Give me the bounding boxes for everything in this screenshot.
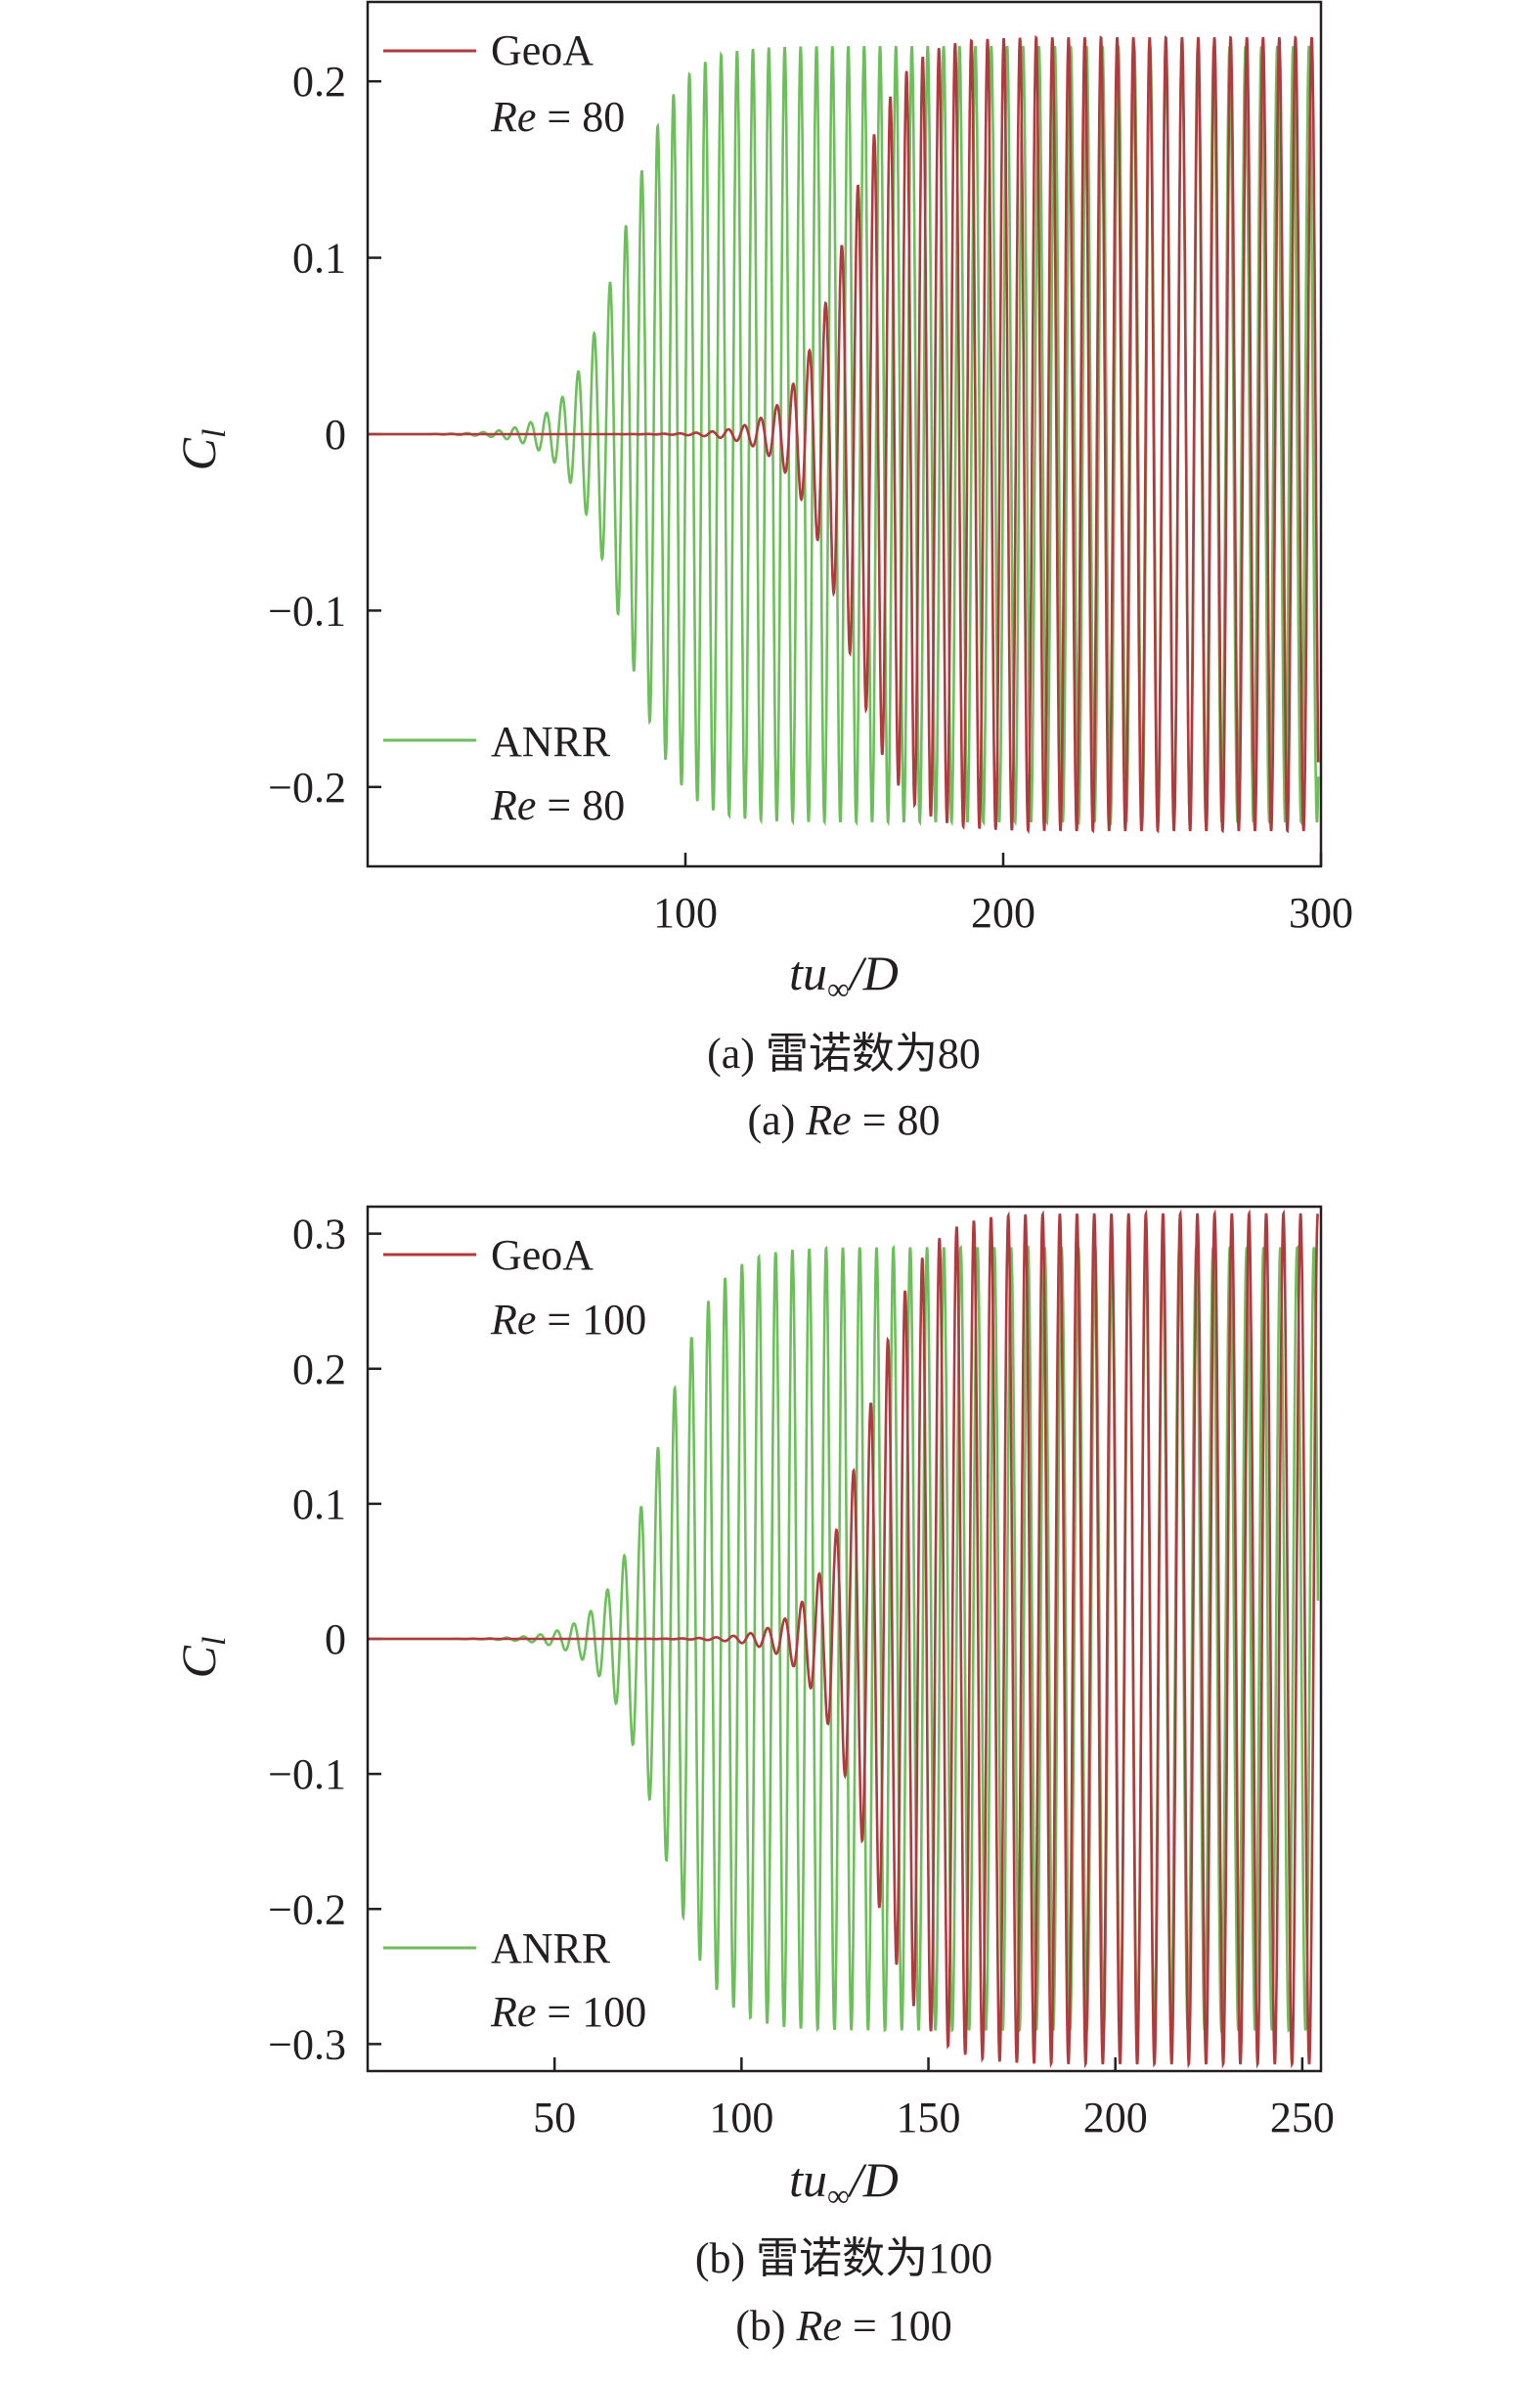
x-tick-label: 200 <box>1083 2094 1148 2141</box>
x-tick-label: 100 <box>653 889 718 937</box>
legend-re-anrr: Re = 80 <box>490 781 625 829</box>
series-lines <box>369 34 1320 835</box>
series-lines <box>369 1209 1320 2069</box>
chart-panel-a: 0.2 0.1 0 −0.1 −0.2 100 200 300 GeoA Re = 80 A… <box>171 0 1353 1144</box>
legend-re-geoa: Re = 100 <box>490 1296 646 1344</box>
y-tick-label: −0.1 <box>268 1750 346 1798</box>
y-tick-label: 0.3 <box>292 1211 346 1258</box>
y-tick-label: 0 <box>325 1615 346 1663</box>
x-tick-label: 150 <box>897 2094 961 2141</box>
x-tick-label: 200 <box>971 889 1035 937</box>
y-ticks: 0.3 0.2 0.1 0 −0.1 −0.2 −0.3 <box>268 1211 381 2068</box>
caption-cn: (a) 雷诺数为80 <box>707 1030 981 1078</box>
y-tick-label: 0 <box>325 411 346 459</box>
legend-re-anrr: Re = 100 <box>490 1988 646 2036</box>
y-axis-title: Cl <box>171 1637 233 1679</box>
x-tick-label: 50 <box>533 2094 576 2141</box>
caption-en: (b) Re = 100 <box>735 2302 952 2350</box>
y-tick-label: −0.2 <box>268 1885 346 1933</box>
y-tick-label: −0.1 <box>268 587 346 635</box>
legend-anrr: ANRR Re = 80 <box>383 718 625 829</box>
x-tick-label: 250 <box>1270 2094 1335 2141</box>
chart-panel-b: 0.3 0.2 0.1 0 −0.1 −0.2 −0.3 50 100 150 200 250 Ge… <box>171 1205 1335 2350</box>
y-tick-label: −0.2 <box>268 764 346 812</box>
x-tick-label: 300 <box>1289 889 1353 937</box>
y-tick-label: 0.2 <box>292 1346 346 1393</box>
legend-anrr: ANRR Re = 100 <box>383 1924 646 2036</box>
legend-label-anrr: ANRR <box>491 718 611 766</box>
y-ticks: 0.2 0.1 0 −0.1 −0.2 <box>268 58 381 812</box>
x-ticks: 100 200 300 <box>653 853 1353 937</box>
x-ticks: 50 100 150 200 250 <box>533 2057 1335 2141</box>
y-axis-title: Cl <box>171 429 233 471</box>
series-line-geoa <box>369 34 1320 835</box>
y-tick-label: 0.1 <box>292 1480 346 1528</box>
legend-label-anrr: ANRR <box>491 1924 611 1972</box>
x-axis-title: tu∞/D <box>789 946 899 1006</box>
x-axis-title: tu∞/D <box>789 2152 899 2213</box>
legend-label-geoa: GeoA <box>491 1231 594 1279</box>
caption-en: (a) Re = 80 <box>747 1096 940 1144</box>
series-line-geoa <box>369 1209 1320 2069</box>
y-tick-label: −0.3 <box>268 2020 346 2068</box>
caption-cn: (b) 雷诺数为100 <box>695 2234 992 2282</box>
x-tick-label: 100 <box>709 2094 773 2141</box>
y-tick-label: 0.2 <box>292 58 346 106</box>
legend-re-geoa: Re = 80 <box>490 93 625 141</box>
legend-geoa: GeoA Re = 100 <box>383 1231 646 1344</box>
legend-geoa: GeoA Re = 80 <box>383 26 625 141</box>
legend-label-geoa: GeoA <box>491 26 594 74</box>
y-tick-label: 0.1 <box>292 235 346 283</box>
